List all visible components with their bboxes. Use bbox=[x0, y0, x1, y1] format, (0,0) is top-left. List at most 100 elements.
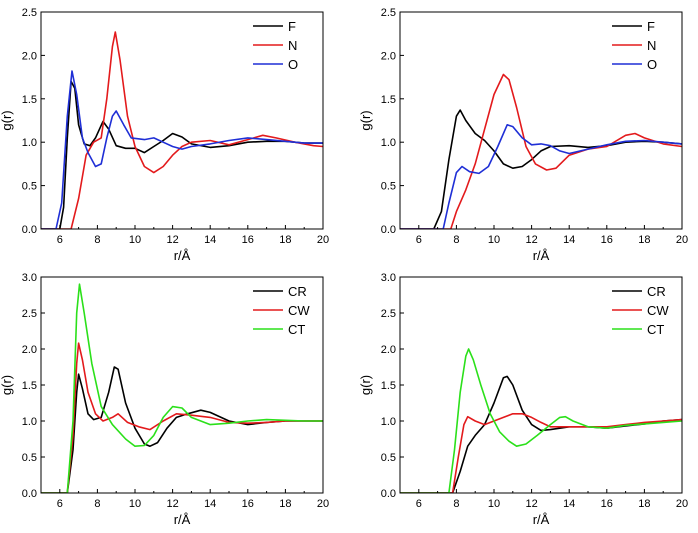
x-tick-label: 8 bbox=[94, 234, 100, 246]
x-tick-label: 8 bbox=[453, 498, 459, 510]
legend-label-cw: CW bbox=[647, 303, 669, 318]
y-tick-label: 2.0 bbox=[381, 50, 396, 62]
x-tick-label: 6 bbox=[57, 234, 63, 246]
y-tick-label: 2.5 bbox=[381, 7, 396, 19]
x-tick-label: 6 bbox=[416, 234, 422, 246]
x-tick-label: 10 bbox=[129, 234, 141, 246]
legend-label-ct: CT bbox=[288, 322, 305, 337]
x-tick-label: 16 bbox=[242, 234, 254, 246]
y-tick-label: 3.0 bbox=[381, 272, 396, 284]
y-tick-label: 1.0 bbox=[22, 416, 37, 428]
y-tick-label: 1.5 bbox=[381, 380, 396, 392]
series-line-cr bbox=[41, 366, 323, 493]
y-tick-label: 0.0 bbox=[381, 224, 396, 236]
chart-panel-2: 6 8 10 12 14 16 18 20 0.0 0.5 1.0 1.5 2.0 2.5 r/Å g(r) F… bbox=[358, 7, 688, 263]
x-tick-label: 20 bbox=[317, 234, 329, 246]
x-tick-label: 20 bbox=[676, 234, 688, 246]
series-line-o bbox=[41, 70, 323, 229]
y-tick-label: 0.5 bbox=[381, 452, 396, 464]
x-tick-label: 6 bbox=[416, 498, 422, 510]
x-tick-label: 12 bbox=[166, 498, 178, 510]
series-line-cw bbox=[400, 413, 682, 493]
series-line-n bbox=[400, 73, 682, 229]
x-tick-label: 14 bbox=[563, 498, 575, 510]
y-axis-title: g(r) bbox=[0, 375, 14, 395]
y-tick-label: 2.5 bbox=[381, 308, 396, 320]
legend-label-cr: CR bbox=[288, 284, 307, 299]
x-tick-label: 8 bbox=[94, 498, 100, 510]
x-tick-label: 14 bbox=[204, 498, 216, 510]
series-line-n bbox=[41, 31, 323, 229]
legend-label-f: F bbox=[647, 19, 655, 34]
x-tick-label: 18 bbox=[638, 498, 650, 510]
legend-label-o: O bbox=[647, 57, 657, 72]
legend: CR CW CT bbox=[253, 284, 310, 337]
y-tick-label: 2.5 bbox=[22, 7, 37, 19]
y-tick-label: 3.0 bbox=[22, 272, 37, 284]
series-line-ct bbox=[41, 283, 323, 493]
x-axis-title: r/Å bbox=[174, 248, 191, 263]
y-tick-label: 2.0 bbox=[381, 344, 396, 356]
x-axis-title: r/Å bbox=[533, 512, 550, 527]
y-axis-title: g(r) bbox=[0, 110, 14, 130]
y-tick-label: 2.0 bbox=[22, 50, 37, 62]
plot-frame bbox=[399, 11, 683, 230]
x-tick-label: 16 bbox=[601, 498, 613, 510]
y-tick-label: 1.5 bbox=[22, 380, 37, 392]
legend: FNO bbox=[612, 19, 657, 72]
series-line-o bbox=[400, 124, 682, 229]
y-tick-label: 1.0 bbox=[22, 137, 37, 149]
x-axis-title: r/Å bbox=[174, 512, 191, 527]
legend: CR CW CT bbox=[612, 284, 669, 337]
legend-label-ct: CT bbox=[647, 322, 664, 337]
x-tick-label: 10 bbox=[488, 498, 500, 510]
x-tick-label: 20 bbox=[676, 498, 688, 510]
y-tick-label: 0.0 bbox=[381, 488, 396, 500]
series-line-cw bbox=[41, 342, 323, 493]
x-tick-label: 18 bbox=[279, 234, 291, 246]
x-tick-label: 16 bbox=[601, 234, 613, 246]
legend-label-cw: CW bbox=[288, 303, 310, 318]
legend-label-n: N bbox=[647, 38, 656, 53]
y-tick-label: 0.5 bbox=[22, 181, 37, 193]
series-line-cr bbox=[400, 375, 682, 493]
y-tick-label: 0.5 bbox=[22, 452, 37, 464]
x-tick-label: 6 bbox=[57, 498, 63, 510]
legend-label-cr: CR bbox=[647, 284, 666, 299]
legend-label-n: N bbox=[288, 38, 297, 53]
x-tick-label: 12 bbox=[525, 498, 537, 510]
chart-panel-4: 6 8 10 12 14 16 18 20 0.0 0.5 1.0 1.5 2.0 2.5 3.0 r/Å g(… bbox=[358, 272, 688, 527]
legend-label-f: F bbox=[288, 19, 296, 34]
chart-panel-3: 6 8 10 12 14 16 18 20 0.0 0.5 1.0 1.5 2.0 2.5 3.0 r/Å g(… bbox=[0, 272, 329, 527]
plot-frame bbox=[40, 11, 324, 230]
y-tick-label: 1.5 bbox=[22, 94, 37, 106]
y-tick-label: 0.5 bbox=[381, 181, 396, 193]
x-tick-label: 18 bbox=[638, 234, 650, 246]
y-tick-label: 2.0 bbox=[22, 344, 37, 356]
x-tick-label: 10 bbox=[488, 234, 500, 246]
y-tick-label: 1.0 bbox=[381, 416, 396, 428]
y-tick-label: 0.0 bbox=[22, 224, 37, 236]
x-tick-label: 12 bbox=[166, 234, 178, 246]
y-tick-label: 2.5 bbox=[22, 308, 37, 320]
chart-panel-1: 6 8 10 12 14 16 18 20 0.0 0.5 1.0 1.5 2.0 2.5 r/Å g(r) F… bbox=[0, 7, 329, 263]
x-tick-label: 18 bbox=[279, 498, 291, 510]
series-line-ct bbox=[400, 348, 682, 493]
series-line-f bbox=[400, 109, 682, 229]
x-tick-label: 8 bbox=[453, 234, 459, 246]
x-tick-label: 20 bbox=[317, 498, 329, 510]
y-tick-label: 1.5 bbox=[381, 94, 396, 106]
y-tick-label: 1.0 bbox=[381, 137, 396, 149]
y-axis-title: g(r) bbox=[358, 110, 373, 130]
x-tick-label: 14 bbox=[204, 234, 216, 246]
series-line-f bbox=[41, 80, 323, 229]
x-tick-label: 12 bbox=[525, 234, 537, 246]
y-axis-title: g(r) bbox=[358, 375, 373, 395]
legend: FNO bbox=[253, 19, 298, 72]
y-tick-label: 0.0 bbox=[22, 488, 37, 500]
x-tick-label: 10 bbox=[129, 498, 141, 510]
x-tick-label: 16 bbox=[242, 498, 254, 510]
x-tick-label: 14 bbox=[563, 234, 575, 246]
x-axis-title: r/Å bbox=[533, 248, 550, 263]
